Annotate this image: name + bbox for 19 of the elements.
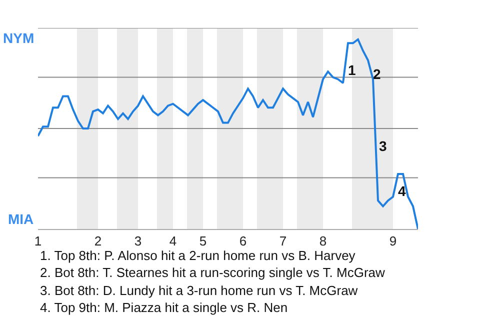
- x-tick-label: 4: [169, 234, 177, 249]
- x-tick-label: 5: [199, 234, 207, 249]
- text: 1. Top 8th: P. Alonso hit a 2-run home run vs B. Harvey: [40, 248, 356, 263]
- x-tick-label: 7: [279, 234, 287, 249]
- text: NYM: [3, 30, 34, 46]
- text: MIA: [8, 211, 34, 227]
- annotation: 4: [398, 183, 406, 199]
- text: 2. Bot 8th: T. Stearnes hit a run-scoring single vs T. McGraw: [40, 265, 386, 280]
- text: 4. Top 9th: M. Piazza hit a single vs R. Nen: [40, 300, 288, 315]
- annotation: 2: [373, 66, 381, 82]
- x-tick-label: 9: [389, 234, 397, 249]
- x-tick-label: 3: [134, 234, 142, 249]
- x-tick-label: 1: [34, 234, 42, 249]
- annotation: 1: [348, 62, 356, 78]
- annotation: 3: [379, 138, 387, 154]
- x-tick-label: 2: [94, 234, 102, 249]
- text: 3. Bot 8th: D. Lundy hit a 3-run home run vs T. McGraw: [40, 283, 358, 298]
- x-tick-label: 8: [319, 234, 327, 249]
- x-tick-label: 6: [239, 234, 247, 249]
